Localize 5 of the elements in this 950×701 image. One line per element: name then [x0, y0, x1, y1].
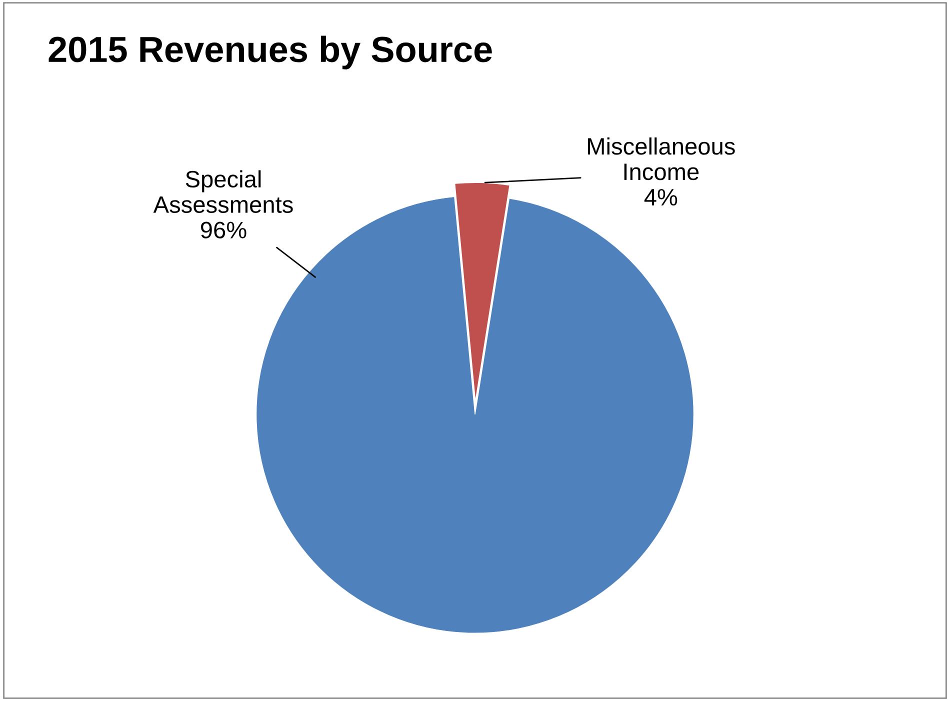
slice-label: Miscellaneous Income: [588, 137, 735, 180]
chart-title: 2015 Revenues by Source: [48, 36, 492, 70]
data-label: 96%: [200, 222, 246, 238]
slice-label: Special Assessments: [153, 170, 293, 213]
data-label: 4%: [644, 189, 678, 206]
